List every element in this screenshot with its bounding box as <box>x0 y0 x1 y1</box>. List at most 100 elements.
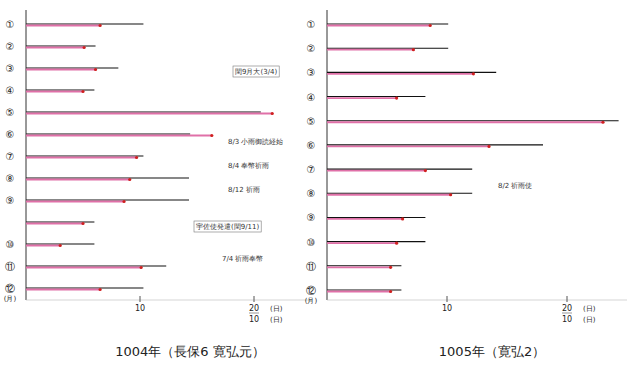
annotation: 閏9月大(3/4) <box>235 68 277 76</box>
x-tick-label: 20 <box>562 304 572 313</box>
bar <box>327 121 603 123</box>
bar-end-dot <box>81 222 84 225</box>
category-label: ⑤ <box>307 116 316 127</box>
bar <box>26 287 143 288</box>
bar <box>26 201 124 203</box>
bar-end-dot <box>395 96 398 99</box>
category-label: ⑪ <box>5 261 15 272</box>
bar <box>327 241 425 242</box>
annotation: 7/4 祈雨奉幣 <box>222 255 264 263</box>
y-axis <box>327 10 328 300</box>
bar <box>327 96 425 97</box>
x-axis <box>327 300 627 301</box>
annotation-box <box>194 221 261 232</box>
bar-end-dot <box>210 134 213 137</box>
x-axis-unit: (日) <box>270 316 283 324</box>
bar-end-dot <box>122 200 125 203</box>
category-label: ⑨ <box>307 212 316 223</box>
bar <box>26 111 261 112</box>
bar <box>26 67 118 68</box>
bar <box>26 267 141 269</box>
bar <box>327 266 391 268</box>
category-label: ⑥ <box>307 140 316 151</box>
category-label: ⑩ <box>307 237 316 248</box>
y-axis-label: (月) <box>4 295 17 303</box>
bar <box>26 179 130 181</box>
category-label: ⑨ <box>6 195 15 206</box>
bar <box>26 135 212 137</box>
bar <box>327 144 543 145</box>
bar <box>26 23 143 24</box>
bar-end-dot <box>472 72 475 75</box>
category-label: ① <box>307 19 316 30</box>
x-tick-label: 20 <box>249 304 259 313</box>
category-label: ⑪ <box>306 261 316 272</box>
bar <box>26 177 189 178</box>
bar-end-dot <box>271 112 274 115</box>
bar <box>327 49 413 51</box>
bar-end-dot <box>94 68 97 71</box>
x-tick-label: 10 <box>442 304 452 313</box>
x-axis-label: (日) <box>583 305 596 313</box>
category-label: ① <box>6 19 15 30</box>
category-label: ⑦ <box>307 164 316 175</box>
bar <box>327 97 397 99</box>
bar <box>26 133 190 134</box>
bar-end-dot <box>99 24 102 27</box>
bar-end-dot <box>412 48 415 51</box>
bar-end-dot <box>389 290 392 293</box>
bar <box>26 245 60 247</box>
bar-end-dot <box>601 121 604 124</box>
bar-end-dot <box>81 90 84 93</box>
secondary-tick-label: 10 <box>562 315 572 324</box>
bar-end-dot <box>424 169 427 172</box>
annotation: 8/2 祈雨使 <box>498 182 533 190</box>
category-label: ⑧ <box>6 173 15 184</box>
bar <box>26 25 100 27</box>
bar-end-dot <box>140 266 143 269</box>
category-label: ⑩ <box>6 239 15 250</box>
category-label: ⑤ <box>6 107 15 118</box>
y-axis <box>26 10 27 300</box>
chart-root: 102010(日)(日)①②③④⑤⑥⑦⑧⑨⑩⑪⑫(月)閏9月大(3/4)8/3 … <box>0 0 629 373</box>
annotation: 8/3 小雨御読経始 <box>228 138 284 146</box>
bar <box>26 69 96 71</box>
bar <box>327 217 425 218</box>
bar <box>327 48 448 49</box>
bar <box>327 146 489 148</box>
category-label: ③ <box>6 63 15 74</box>
x-tick-label: 10 <box>135 304 145 313</box>
chart-title: 1004年（長保6 寛弘元） <box>115 344 265 359</box>
category-label: ⑦ <box>6 151 15 162</box>
x-tick <box>254 296 255 302</box>
bar <box>26 155 143 156</box>
category-label: ④ <box>307 92 316 103</box>
bar <box>26 223 83 225</box>
bar-end-dot <box>389 266 392 269</box>
chart-title: 1005年（寛弘2） <box>439 344 545 359</box>
bar <box>26 265 166 266</box>
bar-end-dot <box>135 156 138 159</box>
annotation: 8/4 奉幣祈雨 <box>228 162 270 170</box>
annotation: 8/12 祈雨 <box>228 186 260 194</box>
category-label: ⑫ <box>5 283 15 294</box>
bar-end-dot <box>128 178 131 181</box>
bar <box>327 73 473 75</box>
bar-end-dot <box>59 244 62 247</box>
secondary-tick <box>562 313 572 314</box>
bar <box>327 242 397 244</box>
bar <box>327 25 430 27</box>
bar-end-dot <box>83 46 86 49</box>
bar <box>26 47 84 49</box>
bar <box>327 170 425 172</box>
plot-marks <box>327 24 619 293</box>
category-label: ④ <box>6 85 15 96</box>
y-axis-label: (月) <box>305 297 318 305</box>
bar <box>26 289 100 291</box>
bar <box>26 113 272 115</box>
plot-marks <box>26 24 274 291</box>
bar <box>327 218 403 220</box>
bar-end-dot <box>99 288 102 291</box>
category-label: ⑫ <box>306 285 316 296</box>
bar <box>327 194 451 196</box>
